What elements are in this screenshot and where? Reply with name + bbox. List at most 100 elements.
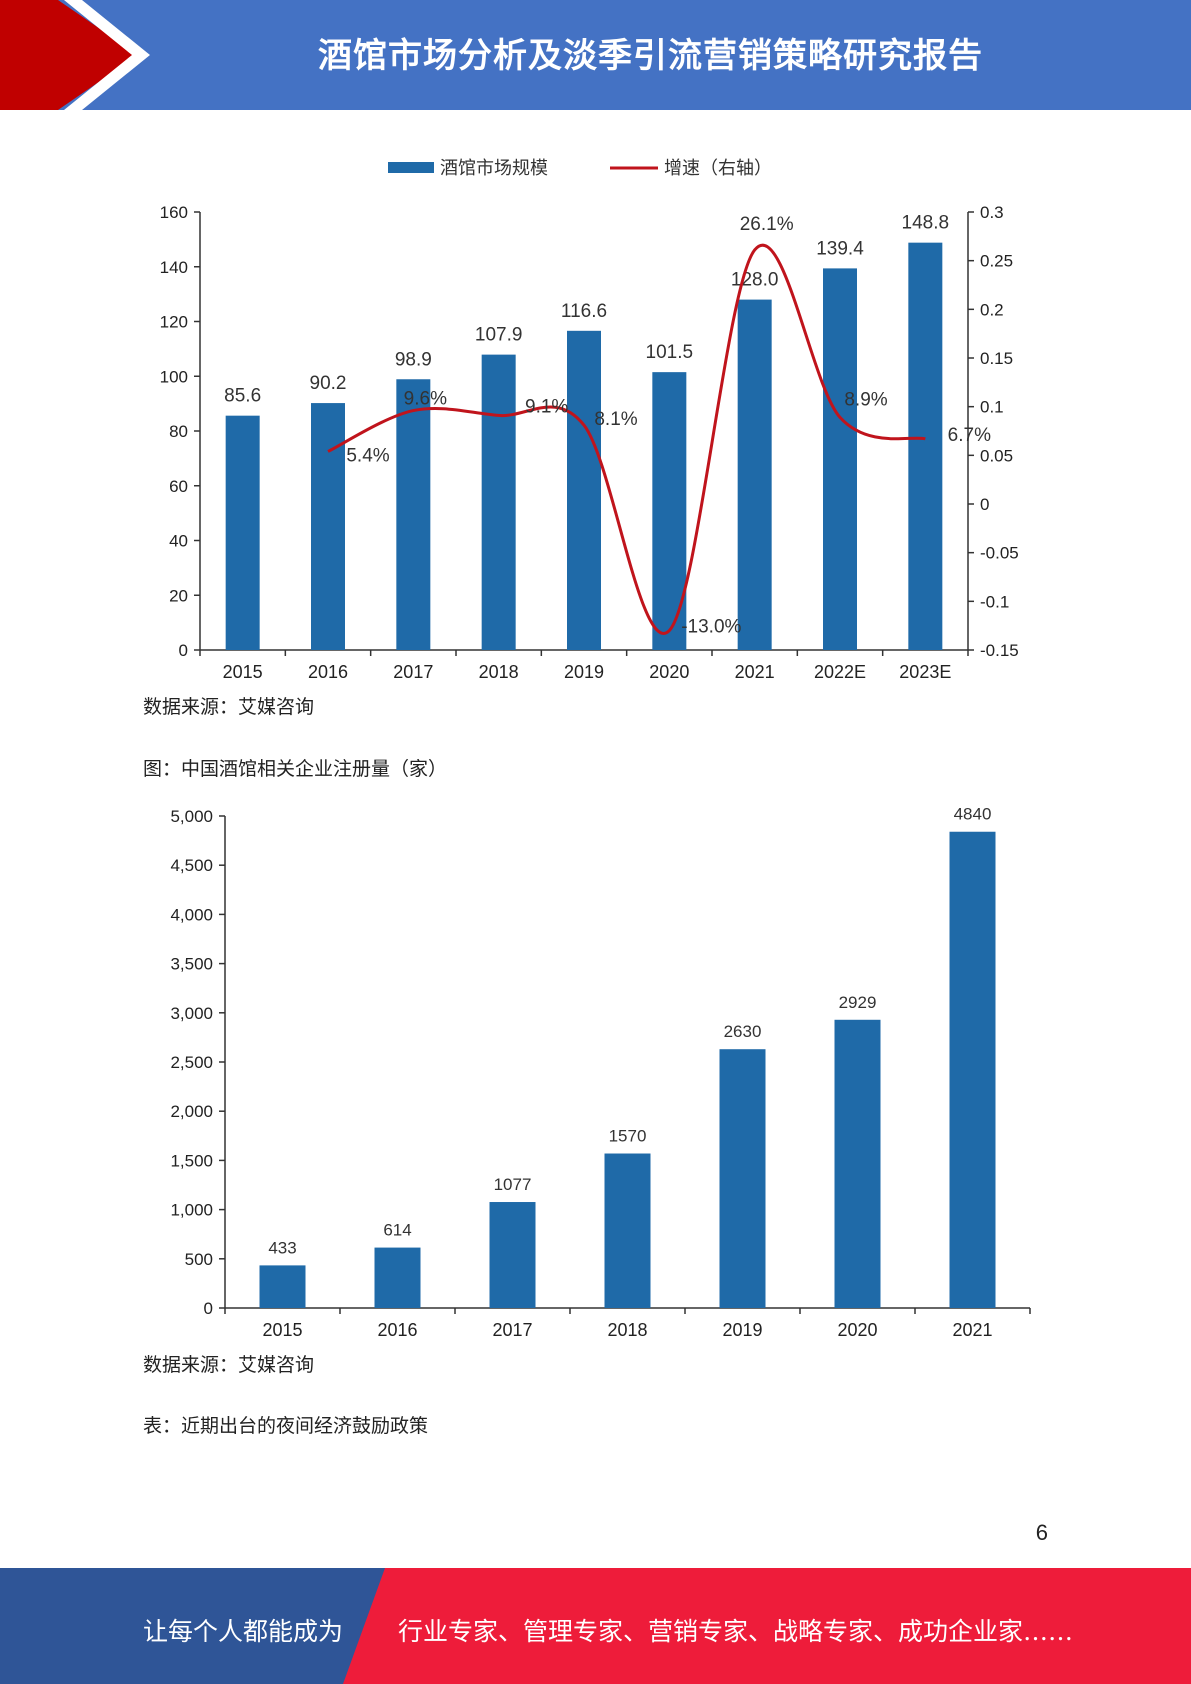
chart2-bar-label: 2630 bbox=[724, 1022, 762, 1041]
chart1-y2tick-label: 0.3 bbox=[980, 203, 1004, 222]
chart1-xtick-label: 2021 bbox=[735, 662, 775, 680]
chart2-bar-label: 1570 bbox=[609, 1127, 647, 1146]
chart1-growth-label: 8.1% bbox=[594, 409, 637, 430]
chart1-bar bbox=[823, 268, 857, 650]
chart2-xtick-label: 2021 bbox=[952, 1320, 992, 1340]
chart1-bar bbox=[481, 354, 516, 650]
page-header: 酒馆市场分析及淡季引流营销策略研究报告 bbox=[0, 0, 1191, 110]
chart1-ytick-label: 140 bbox=[160, 258, 188, 277]
chart2-xtick-label: 2018 bbox=[607, 1320, 647, 1340]
table-caption: 表：近期出台的夜间经济鼓励政策 bbox=[143, 1415, 429, 1437]
header-arrow-decoration bbox=[0, 0, 150, 110]
chart1-growth-label: 6.7% bbox=[948, 425, 991, 446]
legend-label-bar: 酒馆市场规模 bbox=[440, 158, 548, 178]
chart2-ytick-label: 500 bbox=[185, 1250, 213, 1269]
chart2-ytick-label: 4,500 bbox=[170, 856, 213, 875]
chart1-growth-line bbox=[327, 243, 926, 635]
chart1-bar bbox=[652, 372, 687, 650]
chart1-ytick-label: 120 bbox=[160, 313, 188, 332]
chart2-ytick-label: 1,000 bbox=[170, 1201, 213, 1220]
chart1-bar-label: 98.9 bbox=[395, 349, 432, 370]
chart2-xtick-label: 2015 bbox=[262, 1320, 302, 1340]
chart1-xtick-label: 2023E bbox=[899, 662, 951, 680]
chart1-growth-label: 9.1% bbox=[525, 396, 568, 417]
chart1-y2tick-label: -0.15 bbox=[980, 641, 1019, 660]
chart2-bar bbox=[719, 1049, 766, 1308]
chart1-bar-label: 148.8 bbox=[902, 213, 950, 234]
chart1-bar bbox=[225, 415, 260, 650]
chart2-bar-label: 614 bbox=[383, 1221, 411, 1240]
chart1-bar-label: 101.5 bbox=[646, 342, 694, 363]
chart1-xtick-label: 2020 bbox=[649, 662, 689, 680]
chart2-ytick-label: 0 bbox=[204, 1299, 213, 1318]
legend-label-line: 增速（右轴） bbox=[664, 158, 772, 178]
chart1-bar bbox=[396, 379, 431, 650]
chart1-ytick-label: 160 bbox=[160, 203, 188, 222]
chart1-bar-label: 107.9 bbox=[475, 325, 523, 346]
chart2-ytick-label: 1,500 bbox=[170, 1151, 213, 1170]
chart1-ytick-label: 20 bbox=[169, 586, 188, 605]
chart2-bar-label: 433 bbox=[268, 1238, 296, 1257]
chart1-xtick-label: 2015 bbox=[223, 662, 263, 680]
registration-chart: 0 500 1,000 1,500 2,000 2,500 3,000 3,500 4,000 4… bbox=[170, 805, 1031, 1340]
chart1-y2tick-label: -0.05 bbox=[980, 544, 1019, 563]
chart1-y2tick-label: 0 bbox=[980, 495, 989, 514]
chart2-xtick-label: 2019 bbox=[722, 1320, 762, 1340]
page-number: 6 bbox=[1035, 1520, 1048, 1545]
chart1-ytick-label: 60 bbox=[169, 477, 188, 496]
chart1-growth-label: 26.1% bbox=[740, 214, 794, 235]
chart2-ytick-label: 2,000 bbox=[170, 1102, 213, 1121]
chart1-bar-label: 128.0 bbox=[731, 270, 779, 291]
chart2-bar bbox=[604, 1153, 651, 1308]
chart2-bar bbox=[489, 1202, 536, 1308]
chart1-y2tick-label: 0.05 bbox=[980, 446, 1013, 465]
footer-slogan-left: 让每个人都能成为 bbox=[143, 1617, 344, 1646]
source-note-2: 数据来源：艾媒咨询 bbox=[143, 1354, 315, 1376]
footer-slogan-right: 行业专家、管理专家、营销专家、战略专家、成功企业家…… bbox=[398, 1617, 1074, 1646]
chart1-y2tick-label: 0.2 bbox=[980, 300, 1004, 319]
chart1-growth-label: 9.6% bbox=[404, 389, 447, 410]
chart1-xtick-label: 2016 bbox=[308, 662, 348, 680]
legend-swatch-bar bbox=[388, 162, 434, 173]
chart2-ytick-label: 2,500 bbox=[170, 1053, 213, 1072]
chart2-bar-label: 4840 bbox=[954, 805, 992, 824]
chart1-bar bbox=[737, 299, 772, 650]
chart2-bar-label: 1077 bbox=[494, 1175, 532, 1194]
chart1-bar-label: 90.2 bbox=[310, 373, 347, 394]
market-size-chart: 酒馆市场规模 增速（右轴） 0 20 40 60 80 100 120 140 160 -0.15 -0… bbox=[160, 158, 1019, 680]
chart1-bar bbox=[908, 242, 943, 650]
chart2-bar bbox=[259, 1265, 306, 1308]
chart2-bar-label: 2929 bbox=[839, 993, 877, 1012]
page-footer bbox=[0, 1568, 1191, 1684]
figure-caption: 图：中国酒馆相关企业注册量（家） bbox=[143, 758, 448, 780]
chart1-xtick-label: 2017 bbox=[393, 662, 433, 680]
chart1-y2tick-label: 0.1 bbox=[980, 398, 1004, 417]
source-note-1: 数据来源：艾媒咨询 bbox=[143, 696, 315, 718]
chart2-xtick-label: 2016 bbox=[377, 1320, 417, 1340]
chart1-bar-label: 116.6 bbox=[561, 301, 607, 322]
chart1-ytick-label: 100 bbox=[160, 367, 188, 386]
chart2-ytick-label: 4,000 bbox=[170, 905, 213, 924]
chart1-bar-label: 139.4 bbox=[816, 238, 864, 259]
page-title: 酒馆市场分析及淡季引流营销策略研究报告 bbox=[318, 36, 983, 76]
chart1-y2tick-label: 0.25 bbox=[980, 252, 1013, 271]
chart2-bar bbox=[949, 831, 996, 1308]
chart1-bar-label: 85.6 bbox=[224, 386, 261, 407]
chart2-xtick-label: 2017 bbox=[492, 1320, 532, 1340]
chart1-bar bbox=[567, 330, 601, 650]
chart1-ytick-label: 0 bbox=[179, 641, 188, 660]
chart1-legend: 酒馆市场规模 增速（右轴） bbox=[388, 158, 772, 178]
chart2-bar bbox=[374, 1247, 421, 1308]
chart1-y2tick-label: 0.15 bbox=[980, 349, 1013, 368]
chart1-bar bbox=[311, 403, 345, 650]
chart1-growth-label: -13.0% bbox=[681, 617, 741, 638]
chart1-growth-label: 5.4% bbox=[346, 445, 389, 466]
chart1-xtick-label: 2022E bbox=[814, 662, 866, 680]
chart2-ytick-label: 3,500 bbox=[170, 955, 213, 974]
chart1-growth-label: 8.9% bbox=[844, 389, 887, 410]
chart1-ytick-label: 40 bbox=[169, 532, 188, 551]
chart1-ytick-label: 80 bbox=[169, 422, 188, 441]
chart1-xtick-label: 2018 bbox=[479, 662, 519, 680]
chart1-xtick-label: 2019 bbox=[564, 662, 604, 680]
chart1-y2tick-label: -0.1 bbox=[980, 592, 1009, 611]
